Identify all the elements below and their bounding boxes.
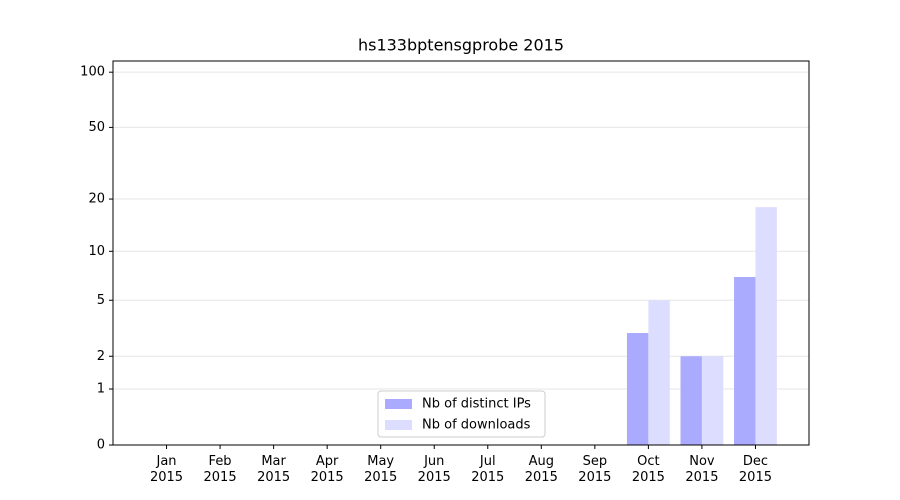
legend-swatch (385, 420, 412, 430)
x-tick-label: Feb 2015 (204, 454, 237, 485)
x-tick-label: Mar 2015 (257, 454, 290, 485)
chart-title: hs133bptensgprobe 2015 (358, 36, 564, 55)
y-tick-label: 10 (88, 244, 105, 259)
axes-frame (112, 60, 810, 446)
y-tick-label: 100 (80, 65, 105, 80)
y-tick-label: 50 (88, 120, 105, 135)
bar (701, 356, 724, 445)
x-tick-label: Jun 2015 (418, 454, 451, 485)
x-tick-label: Oct 2015 (632, 454, 665, 485)
y-tick-label: 20 (88, 192, 105, 207)
x-tick-label: Nov 2015 (685, 454, 718, 485)
legend: Nb of distinct IPs Nb of downloads (377, 390, 546, 438)
x-tick-label: Aug 2015 (525, 454, 558, 485)
x-tick-label: Dec 2015 (739, 454, 772, 485)
x-tick-label: Sep 2015 (578, 454, 611, 485)
y-tick-label: 5 (97, 293, 105, 308)
legend-label: Nb of distinct IPs (422, 397, 531, 412)
x-tick-label: Jan 2015 (150, 454, 183, 485)
bar (648, 300, 670, 445)
legend-label: Nb of downloads (422, 418, 531, 433)
x-tick-label: May 2015 (364, 454, 397, 485)
y-tick-label: 2 (97, 349, 105, 364)
bar (680, 356, 702, 445)
bar (734, 277, 756, 445)
legend-box (377, 390, 546, 438)
bar (755, 207, 777, 445)
bar (626, 333, 649, 445)
y-tick-label: 0 (97, 438, 105, 453)
y-tick-label: 1 (97, 382, 105, 397)
x-tick-label: Apr 2015 (311, 454, 344, 485)
legend-swatch (385, 399, 412, 409)
x-tick-label: Jul 2015 (471, 454, 504, 485)
